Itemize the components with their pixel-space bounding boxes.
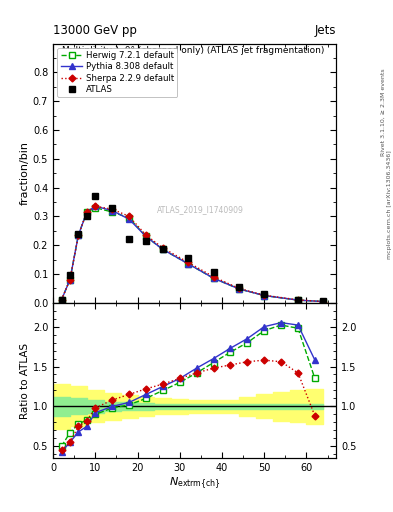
Text: Multiplicity λ_0° (charged only) (ATLAS jet fragmentation): Multiplicity λ_0° (charged only) (ATLAS … (62, 46, 324, 55)
Y-axis label: Ratio to ATLAS: Ratio to ATLAS (20, 343, 30, 418)
Sherpa 2.2.9 default (59, 297, 64, 303)
ATLAS (237, 284, 241, 290)
Herwig 7.2.1 default (296, 297, 300, 303)
Pythia 8.308 default (211, 275, 216, 281)
Pythia 8.308 default (237, 286, 241, 292)
ATLAS (59, 297, 64, 303)
Line: Pythia 8.308 default: Pythia 8.308 default (59, 203, 326, 304)
Line: ATLAS: ATLAS (58, 193, 327, 305)
ATLAS (321, 298, 326, 304)
Pythia 8.308 default (127, 216, 131, 222)
ATLAS (84, 213, 89, 219)
Herwig 7.2.1 default (76, 232, 81, 238)
Pythia 8.308 default (68, 276, 72, 283)
Herwig 7.2.1 default (160, 246, 165, 252)
Herwig 7.2.1 default (321, 298, 326, 305)
Line: Sherpa 2.2.9 default: Sherpa 2.2.9 default (59, 204, 326, 304)
Sherpa 2.2.9 default (296, 297, 300, 303)
Text: 13000 GeV pp: 13000 GeV pp (53, 25, 137, 37)
Text: Jets: Jets (314, 25, 336, 37)
Pythia 8.308 default (59, 297, 64, 303)
Herwig 7.2.1 default (211, 275, 216, 281)
Sherpa 2.2.9 default (160, 245, 165, 251)
Pythia 8.308 default (76, 232, 81, 238)
ATLAS (143, 238, 148, 244)
ATLAS (127, 236, 131, 242)
ATLAS (93, 193, 97, 199)
Sherpa 2.2.9 default (76, 232, 81, 238)
Sherpa 2.2.9 default (127, 213, 131, 219)
Herwig 7.2.1 default (237, 286, 241, 292)
Pythia 8.308 default (321, 298, 326, 305)
ATLAS (110, 205, 114, 211)
Pythia 8.308 default (160, 246, 165, 252)
Pythia 8.308 default (93, 203, 97, 209)
Pythia 8.308 default (84, 209, 89, 215)
Sherpa 2.2.9 default (186, 259, 191, 265)
Sherpa 2.2.9 default (262, 292, 266, 298)
ATLAS (160, 246, 165, 252)
Sherpa 2.2.9 default (143, 232, 148, 238)
Pythia 8.308 default (110, 207, 114, 214)
Herwig 7.2.1 default (143, 233, 148, 240)
X-axis label: $N_{\rm extrm\{ch\}}$: $N_{\rm extrm\{ch\}}$ (169, 476, 220, 492)
Sherpa 2.2.9 default (237, 285, 241, 291)
Herwig 7.2.1 default (93, 205, 97, 211)
Line: Herwig 7.2.1 default: Herwig 7.2.1 default (59, 205, 326, 304)
ATLAS (76, 230, 81, 237)
Pythia 8.308 default (186, 261, 191, 267)
Sherpa 2.2.9 default (110, 206, 114, 212)
Pythia 8.308 default (262, 292, 266, 298)
ATLAS (68, 272, 72, 279)
Sherpa 2.2.9 default (84, 209, 89, 215)
Herwig 7.2.1 default (262, 292, 266, 298)
Sherpa 2.2.9 default (93, 203, 97, 209)
Legend: Herwig 7.2.1 default, Pythia 8.308 default, Sherpa 2.2.9 default, ATLAS: Herwig 7.2.1 default, Pythia 8.308 defau… (57, 48, 178, 97)
Text: ATLAS_2019_I1740909: ATLAS_2019_I1740909 (157, 205, 244, 214)
Sherpa 2.2.9 default (211, 274, 216, 280)
ATLAS (296, 297, 300, 303)
Herwig 7.2.1 default (59, 297, 64, 303)
Herwig 7.2.1 default (68, 276, 72, 283)
Herwig 7.2.1 default (84, 209, 89, 215)
Text: Rivet 3.1.10, ≥ 2.3M events: Rivet 3.1.10, ≥ 2.3M events (381, 69, 386, 157)
Herwig 7.2.1 default (186, 261, 191, 267)
Herwig 7.2.1 default (110, 209, 114, 215)
Pythia 8.308 default (296, 297, 300, 303)
Text: mcplots.cern.ch [arXiv:1306.3436]: mcplots.cern.ch [arXiv:1306.3436] (387, 151, 391, 259)
ATLAS (186, 255, 191, 261)
Sherpa 2.2.9 default (321, 298, 326, 305)
Pythia 8.308 default (143, 233, 148, 240)
Y-axis label: fraction/bin: fraction/bin (20, 141, 30, 205)
Herwig 7.2.1 default (127, 215, 131, 221)
ATLAS (262, 291, 266, 297)
Sherpa 2.2.9 default (68, 276, 72, 283)
ATLAS (211, 269, 216, 275)
